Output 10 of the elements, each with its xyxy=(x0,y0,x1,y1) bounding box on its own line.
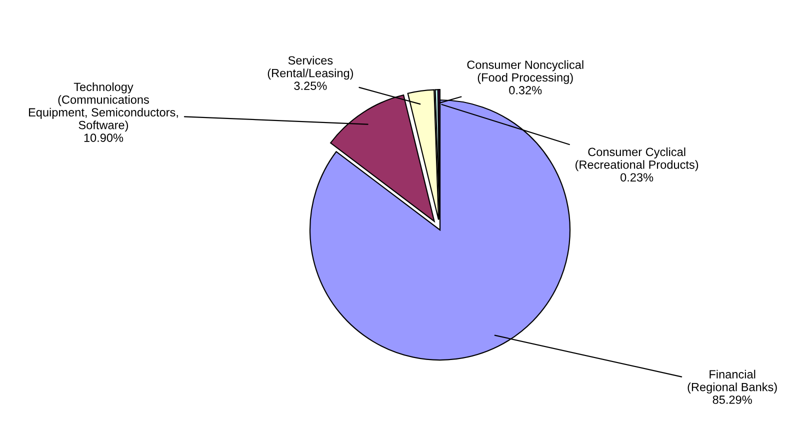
slice-label: Financial (Regional Banks) xyxy=(688,370,777,394)
data-label: 10.90% xyxy=(84,134,124,142)
data-label: 0.32% xyxy=(509,86,542,94)
slice-label: Consumer Cyclical (Recreational Products) xyxy=(576,147,698,172)
slice-label: Services (Rental/Leasing) xyxy=(268,56,354,80)
data-label: 3.25% xyxy=(294,82,327,90)
slice-label: Technology (Communications Equipment, Semiconductors, Software) xyxy=(28,82,178,132)
data-label: 0.23% xyxy=(620,173,654,182)
slice-label: Consumer Noncyclical (Food Processing) xyxy=(467,60,584,84)
data-label: 85.29% xyxy=(712,396,752,404)
